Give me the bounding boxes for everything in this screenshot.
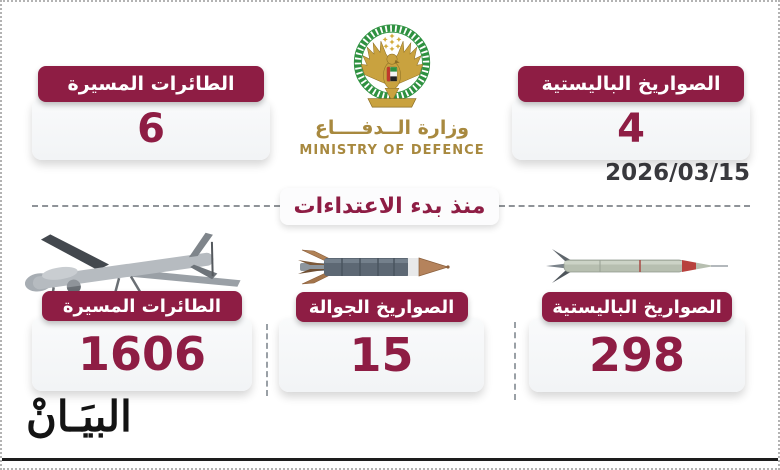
albayan-logo: البيَـانْ bbox=[26, 392, 132, 441]
mod-english-title: MINISTRY OF DEFENCE bbox=[299, 143, 485, 158]
dashed-divider-left bbox=[32, 205, 280, 207]
mod-logo: وزارة الــدفــــاع MINISTRY OF DEFENCE bbox=[297, 18, 487, 158]
stat-card-ballistic-today: الصواريخ الباليستية 4 bbox=[512, 66, 750, 160]
stat-label: الصواريخ الجوالة bbox=[295, 292, 468, 322]
uae-mod-emblem-icon bbox=[353, 24, 431, 108]
stat-label: الطائرات المسيرة bbox=[38, 66, 264, 102]
stat-card-drones-total: الطائرات المسيرة 1606 bbox=[32, 291, 252, 391]
stat-value: 298 bbox=[529, 318, 745, 392]
bottom-rule bbox=[2, 458, 778, 461]
dashed-divider-right bbox=[499, 205, 750, 207]
stat-card-ballistic-total: الصواريخ الباليستية 298 bbox=[529, 292, 745, 392]
report-date: 2026/03/15 bbox=[605, 160, 750, 186]
cruise-missile-icon bbox=[294, 244, 456, 290]
dashed-divider-vertical-1 bbox=[266, 324, 268, 396]
stat-value: 15 bbox=[279, 318, 484, 392]
mod-arabic-title: وزارة الــدفــــاع bbox=[314, 117, 470, 139]
stars-cluster bbox=[382, 33, 402, 52]
stat-value: 6 bbox=[32, 98, 270, 160]
drone-icon bbox=[16, 226, 250, 306]
stat-label: الطائرات المسيرة bbox=[42, 291, 242, 321]
since-attacks-banner: منذ بدء الاعتداءات bbox=[280, 188, 499, 225]
dashed-divider-vertical-2 bbox=[514, 322, 516, 400]
stat-value: 1606 bbox=[32, 317, 252, 391]
stat-label: الصواريخ الباليستية bbox=[542, 292, 732, 322]
stat-label: الصواريخ الباليستية bbox=[518, 66, 744, 102]
stat-card-drones-today: الطائرات المسيرة 6 bbox=[32, 66, 270, 160]
stat-card-cruise-total: الصواريخ الجوالة 15 bbox=[279, 292, 484, 392]
uae-flag-shield bbox=[386, 66, 398, 82]
ballistic-missile-icon bbox=[544, 245, 730, 287]
stat-value: 4 bbox=[512, 98, 750, 160]
